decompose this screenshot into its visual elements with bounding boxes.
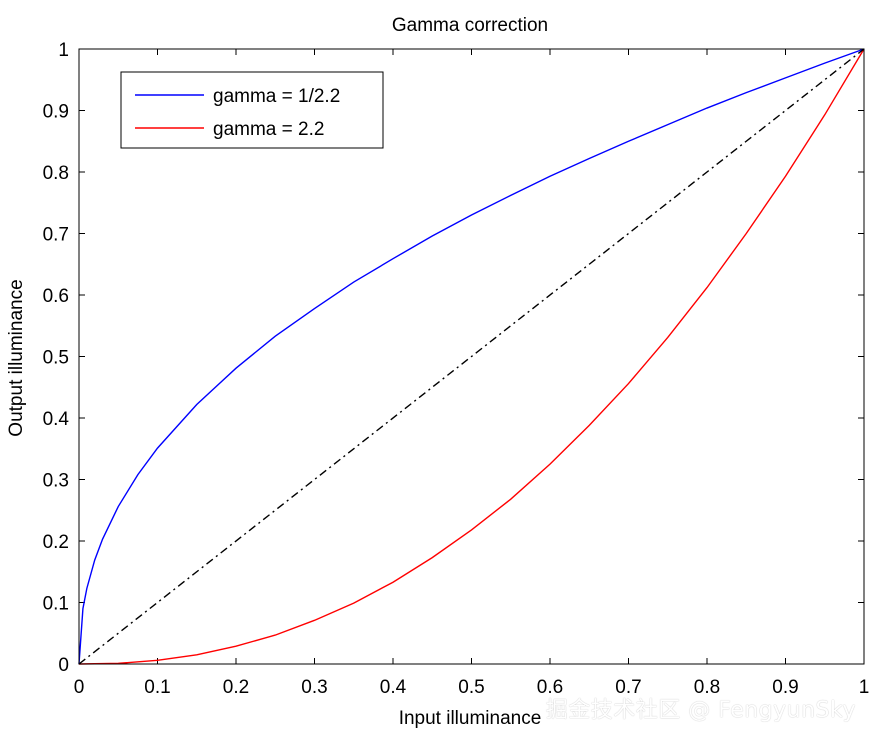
y-tick-label: 0.2	[43, 532, 69, 553]
x-tick-label: 0.4	[380, 677, 407, 698]
y-tick-label: 0.1	[43, 594, 69, 615]
y-tick-label: 0.9	[43, 102, 69, 123]
x-tick-label: 0.9	[772, 677, 798, 698]
x-tick-label: 0.5	[458, 677, 484, 698]
y-tick-label: 0.6	[43, 286, 69, 307]
x-tick-label: 0.2	[223, 677, 249, 698]
plot-frame	[78, 48, 865, 665]
y-tick-label: 0.3	[43, 471, 69, 492]
series-line-2	[78, 48, 865, 665]
series-line-0	[78, 48, 865, 665]
y-tick-label: 0	[58, 655, 69, 676]
x-tick-label: 0.6	[537, 677, 563, 698]
y-axis-label: Output illuminance	[6, 279, 27, 436]
x-axis-label: Input illuminance	[399, 708, 542, 729]
axis-ticks: 0 0.1 0.2 0.3 0.4 0.5 0.6 0.7 0.8 0.9 1 0 0.1 0.2 0.3 0…	[43, 40, 870, 698]
legend: gamma = 1/2.2 gamma = 2.2	[120, 71, 384, 149]
y-tick-label: 0.5	[43, 348, 69, 369]
y-tick-label: 0.8	[43, 163, 69, 184]
legend-label: gamma = 1/2.2	[213, 86, 340, 107]
x-tick-label: 1	[859, 677, 870, 698]
legend-label: gamma = 2.2	[213, 119, 324, 140]
x-tick-label: 0	[74, 677, 85, 698]
y-tick-label: 0.4	[43, 409, 70, 430]
chart-title: Gamma correction	[392, 15, 548, 36]
x-tick-label: 0.3	[301, 677, 327, 698]
legend-box	[120, 71, 384, 149]
x-tick-label: 0.1	[144, 677, 170, 698]
watermark: 掘金技术社区 @ FengyunSky	[545, 698, 856, 723]
y-tick-label: 1	[58, 40, 69, 61]
series-layer	[78, 48, 865, 665]
x-tick-label: 0.8	[694, 677, 720, 698]
series-line-1	[78, 48, 865, 665]
x-tick-label: 0.7	[615, 677, 641, 698]
y-tick-label: 0.7	[43, 225, 69, 246]
